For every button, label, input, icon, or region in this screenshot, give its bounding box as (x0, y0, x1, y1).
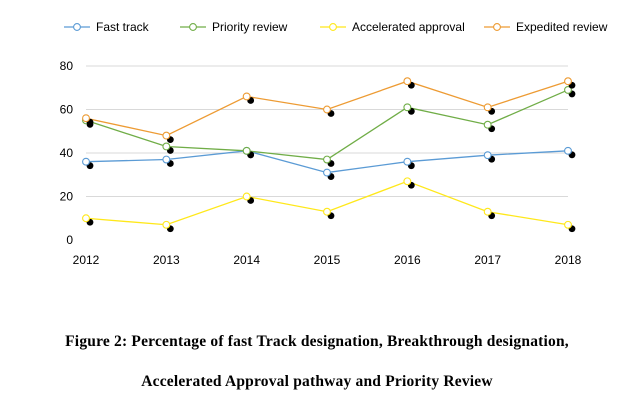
x-axis-ticks: 2012 2013 2014 2015 2016 2017 2018 (73, 253, 582, 267)
y-tick-label: 20 (60, 190, 74, 204)
y-tick-label: 60 (60, 103, 74, 117)
data-point-priority-review (162, 142, 171, 151)
data-point-accelerated-approval (483, 207, 492, 216)
data-point-accelerated-approval (403, 177, 412, 186)
data-point-accelerated-approval (162, 220, 171, 229)
chart-legend: Fast track Priority review Accelerated app… (64, 20, 608, 34)
data-point-priority-review (564, 85, 572, 94)
data-point-expedited-review (483, 103, 492, 112)
legend-marker-fast-track (73, 23, 81, 31)
figure-caption-line-2: Accelerated Approval pathway and Priorit… (141, 373, 493, 390)
x-tick-label: 2012 (73, 253, 100, 267)
x-tick-label: 2013 (153, 253, 180, 267)
legend-label-fast-track: Fast track (96, 20, 150, 34)
legend-label-expedited-review: Expedited review (516, 20, 608, 34)
chart-series (82, 77, 576, 233)
data-point-priority-review (403, 103, 412, 112)
legend-marker-accelerated-approval (329, 23, 337, 31)
data-point-fast-track (82, 157, 90, 166)
y-tick-label: 40 (60, 146, 74, 160)
data-point-expedited-review (162, 131, 171, 140)
series-line-accelerated-approval (85, 180, 569, 226)
series-line-priority-review (85, 89, 569, 161)
data-point-accelerated-approval (82, 214, 90, 223)
data-point-fast-track (162, 155, 171, 164)
data-point-accelerated-approval (323, 207, 331, 216)
x-tick-label: 2015 (314, 253, 341, 267)
line-chart: Fast track Priority review Accelerated app… (60, 20, 608, 267)
data-point-fast-track (403, 157, 412, 166)
data-point-priority-review (242, 146, 251, 155)
legend-marker-priority-review (189, 23, 197, 31)
data-point-expedited-review (242, 92, 251, 101)
data-point-expedited-review (323, 105, 331, 114)
x-tick-label: 2014 (233, 253, 260, 267)
data-point-fast-track (564, 146, 572, 155)
x-tick-label: 2018 (555, 253, 582, 267)
data-point-accelerated-approval (242, 192, 251, 201)
legend-label-accelerated-approval: Accelerated approval (352, 20, 465, 34)
figure-caption-line-1: Figure 2: Percentage of fast Track desig… (65, 333, 569, 350)
x-tick-label: 2017 (474, 253, 501, 267)
chart-gridlines (86, 65, 568, 197)
data-point-priority-review (323, 155, 331, 164)
data-point-priority-review (483, 120, 492, 129)
data-point-fast-track (323, 168, 331, 177)
data-point-expedited-review (403, 77, 412, 86)
data-point-fast-track (483, 151, 492, 160)
legend-label-priority-review: Priority review (212, 20, 288, 34)
y-tick-label: 80 (60, 59, 74, 73)
data-point-accelerated-approval (564, 220, 572, 229)
legend-marker-expedited-review (493, 23, 501, 31)
y-axis-ticks: 0 20 40 60 80 (60, 59, 74, 247)
data-point-expedited-review (82, 114, 90, 123)
data-point-expedited-review (564, 77, 572, 86)
x-tick-label: 2016 (394, 253, 421, 267)
y-tick-label: 0 (66, 233, 73, 247)
